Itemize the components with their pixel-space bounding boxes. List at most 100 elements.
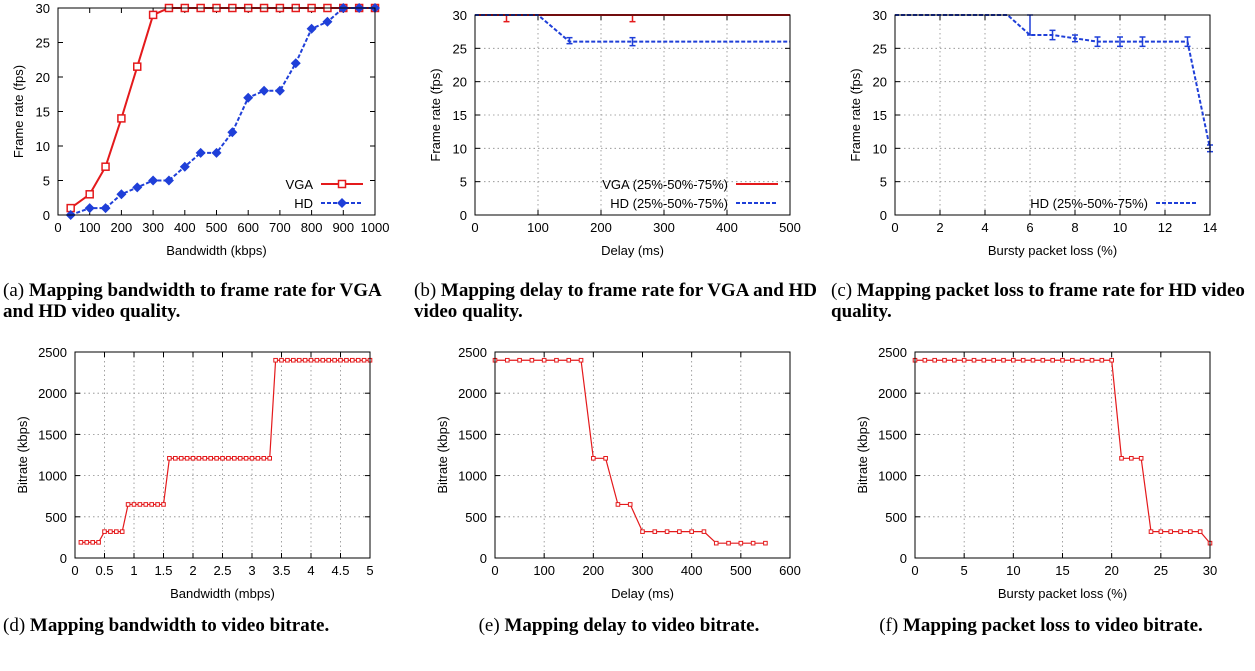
- x-tick-label: 1.5: [154, 563, 172, 578]
- x-tick-label: 200: [590, 220, 612, 235]
- caption-e: (e) Mapping delay to video bitrate.: [414, 615, 824, 636]
- legend-label: VGA: [286, 177, 314, 192]
- legend-marker: [337, 179, 347, 189]
- series-bitrate-point: [78, 540, 84, 545]
- series-bitrate-point: [302, 357, 308, 363]
- caption-c-tag: (c): [831, 280, 853, 301]
- series-bitrate-point: [1089, 357, 1095, 363]
- series-bitrate-point: [961, 357, 967, 363]
- series-vga-point: [117, 114, 126, 123]
- series-bitrate-point: [119, 529, 125, 534]
- series-bitrate-point: [178, 455, 184, 461]
- y-tick-label: 15: [873, 108, 887, 123]
- y-axis-label: Frame rate (fps): [848, 68, 863, 161]
- caption-b: (b) Mapping delay to frame rate for VGA …: [414, 280, 824, 322]
- y-tick-label: 15: [453, 108, 467, 123]
- x-tick-label: 0: [54, 220, 61, 235]
- x-tick-label: 500: [206, 220, 228, 235]
- series-bitrate-point: [173, 455, 178, 461]
- y-tick-label: 2000: [878, 386, 907, 401]
- x-tick-label: 10: [1006, 563, 1020, 578]
- y-tick-label: 0: [880, 208, 887, 223]
- y-axis-label: Bitrate (kbps): [435, 416, 450, 493]
- y-tick-label: 5: [43, 174, 50, 189]
- series-bitrate-point: [220, 455, 225, 461]
- y-tick-label: 1000: [38, 469, 67, 484]
- plot-frame: [494, 351, 791, 559]
- y-tick-label: 2000: [38, 386, 67, 401]
- series-hd-point: [116, 189, 127, 200]
- series-hd-point: [163, 175, 174, 186]
- series-hd-point: [179, 161, 190, 172]
- caption-a: (a) Mapping bandwidth to frame rate for …: [3, 280, 408, 322]
- series-bitrate-point: [1178, 529, 1183, 534]
- y-tick-label: 15: [36, 105, 50, 120]
- series-bitrate-point: [541, 357, 547, 363]
- legend-label: HD (25%-50%-75%): [1030, 196, 1148, 211]
- y-tick-label: 10: [873, 141, 887, 156]
- x-tick-label: 100: [527, 220, 549, 235]
- series-bitrate-point: [149, 502, 154, 507]
- chart-c-svg: 0 2 4 6 8 10 12 14 0 5 10 15 20 25 30 Bursty packet los…: [848, 8, 1217, 258]
- series-hd-point: [259, 85, 270, 96]
- series-hd-point: [132, 182, 143, 193]
- series-hd-point: [100, 203, 111, 214]
- series-bitrate-point: [184, 455, 190, 461]
- x-tick-label: 25: [1154, 563, 1168, 578]
- series-bitrate-point: [942, 357, 947, 363]
- chart-d-svg: 0 0.5 1 1.5 2 2.5 3 3.5 4 4.5 5 0 500 1000 1500 2000 250…: [15, 345, 374, 601]
- y-tick-label: 20: [36, 70, 50, 85]
- series-bitrate-point: [1060, 357, 1065, 363]
- x-axis-label: Delay (ms): [601, 243, 664, 258]
- y-tick-label: 20: [873, 75, 887, 90]
- x-tick-label: 5: [366, 563, 373, 578]
- series-bitrate-point: [1188, 529, 1193, 534]
- x-tick-label: 10: [1113, 220, 1127, 235]
- y-tick-label: 0: [60, 551, 67, 566]
- chart-d: 0 0.5 1 1.5 2 2.5 3 3.5 4 4.5 5 0 500 1000 1500 2000 250…: [0, 340, 400, 610]
- series-bitrate-point: [314, 357, 320, 363]
- x-tick-label: 15: [1055, 563, 1069, 578]
- series-bitrate-point: [726, 540, 731, 546]
- series-hd-point: [195, 147, 206, 158]
- x-tick-label: 300: [632, 563, 654, 578]
- series-bitrate-point: [344, 357, 349, 363]
- x-tick-label: 0: [71, 563, 78, 578]
- x-tick-label: 400: [681, 563, 703, 578]
- chart-f: 0 5 10 15 20 25 30 0 500 1000 1500 2000 2500 Bursty p…: [835, 340, 1235, 610]
- x-tick-label: 1: [130, 563, 137, 578]
- x-tick-label: 12: [1158, 220, 1172, 235]
- series-bitrate-point: [1020, 357, 1026, 363]
- chart-e-svg: 0 100 200 300 400 500 600 0 500 1000 1500 2000 2500 D…: [435, 345, 801, 601]
- y-tick-label: 1000: [458, 469, 487, 484]
- series-bitrate-point: [1119, 455, 1124, 461]
- series-bitrate-point: [190, 455, 196, 461]
- x-tick-label: 0: [891, 220, 898, 235]
- x-tick-label: 800: [301, 220, 323, 235]
- series-bitrate-point: [196, 455, 202, 461]
- series-bitrate-point: [308, 357, 314, 363]
- series-bitrate-point: [332, 357, 337, 363]
- series-bitrate-point: [161, 502, 166, 507]
- chart-a: 0 100 200 300 400 500 600 700 800 900 1000 0 5 10 15 20…: [0, 0, 400, 270]
- y-tick-label: 25: [873, 41, 887, 56]
- series-bitrate-point: [677, 529, 682, 534]
- series-bitrate-point: [971, 357, 977, 363]
- series-bitrate-point: [1040, 357, 1046, 363]
- caption-b-tag: (b): [414, 280, 437, 301]
- x-axis-label: Bursty packet loss (%): [998, 586, 1127, 601]
- series-bitrate-point: [652, 529, 658, 534]
- chart-a-svg: 0 100 200 300 400 500 600 700 800 900 1000 0 5 10 15 20…: [11, 1, 389, 258]
- x-tick-label: 900: [332, 220, 354, 235]
- x-tick-label: 20: [1104, 563, 1118, 578]
- x-tick-label: 200: [111, 220, 133, 235]
- caption-e-tag: (e): [478, 615, 500, 636]
- y-tick-label: 0: [900, 551, 907, 566]
- x-tick-label: 2: [189, 563, 196, 578]
- series-bitrate-point: [326, 357, 331, 363]
- x-tick-label: 100: [79, 220, 101, 235]
- series-bitrate-point: [713, 540, 719, 546]
- series-bitrate-point: [1079, 357, 1085, 363]
- chart-b: 0 100 200 300 400 500 0 5 10 15 20 25 30 Delay (ms) Fr…: [415, 0, 815, 270]
- series-bitrate-point: [932, 357, 937, 363]
